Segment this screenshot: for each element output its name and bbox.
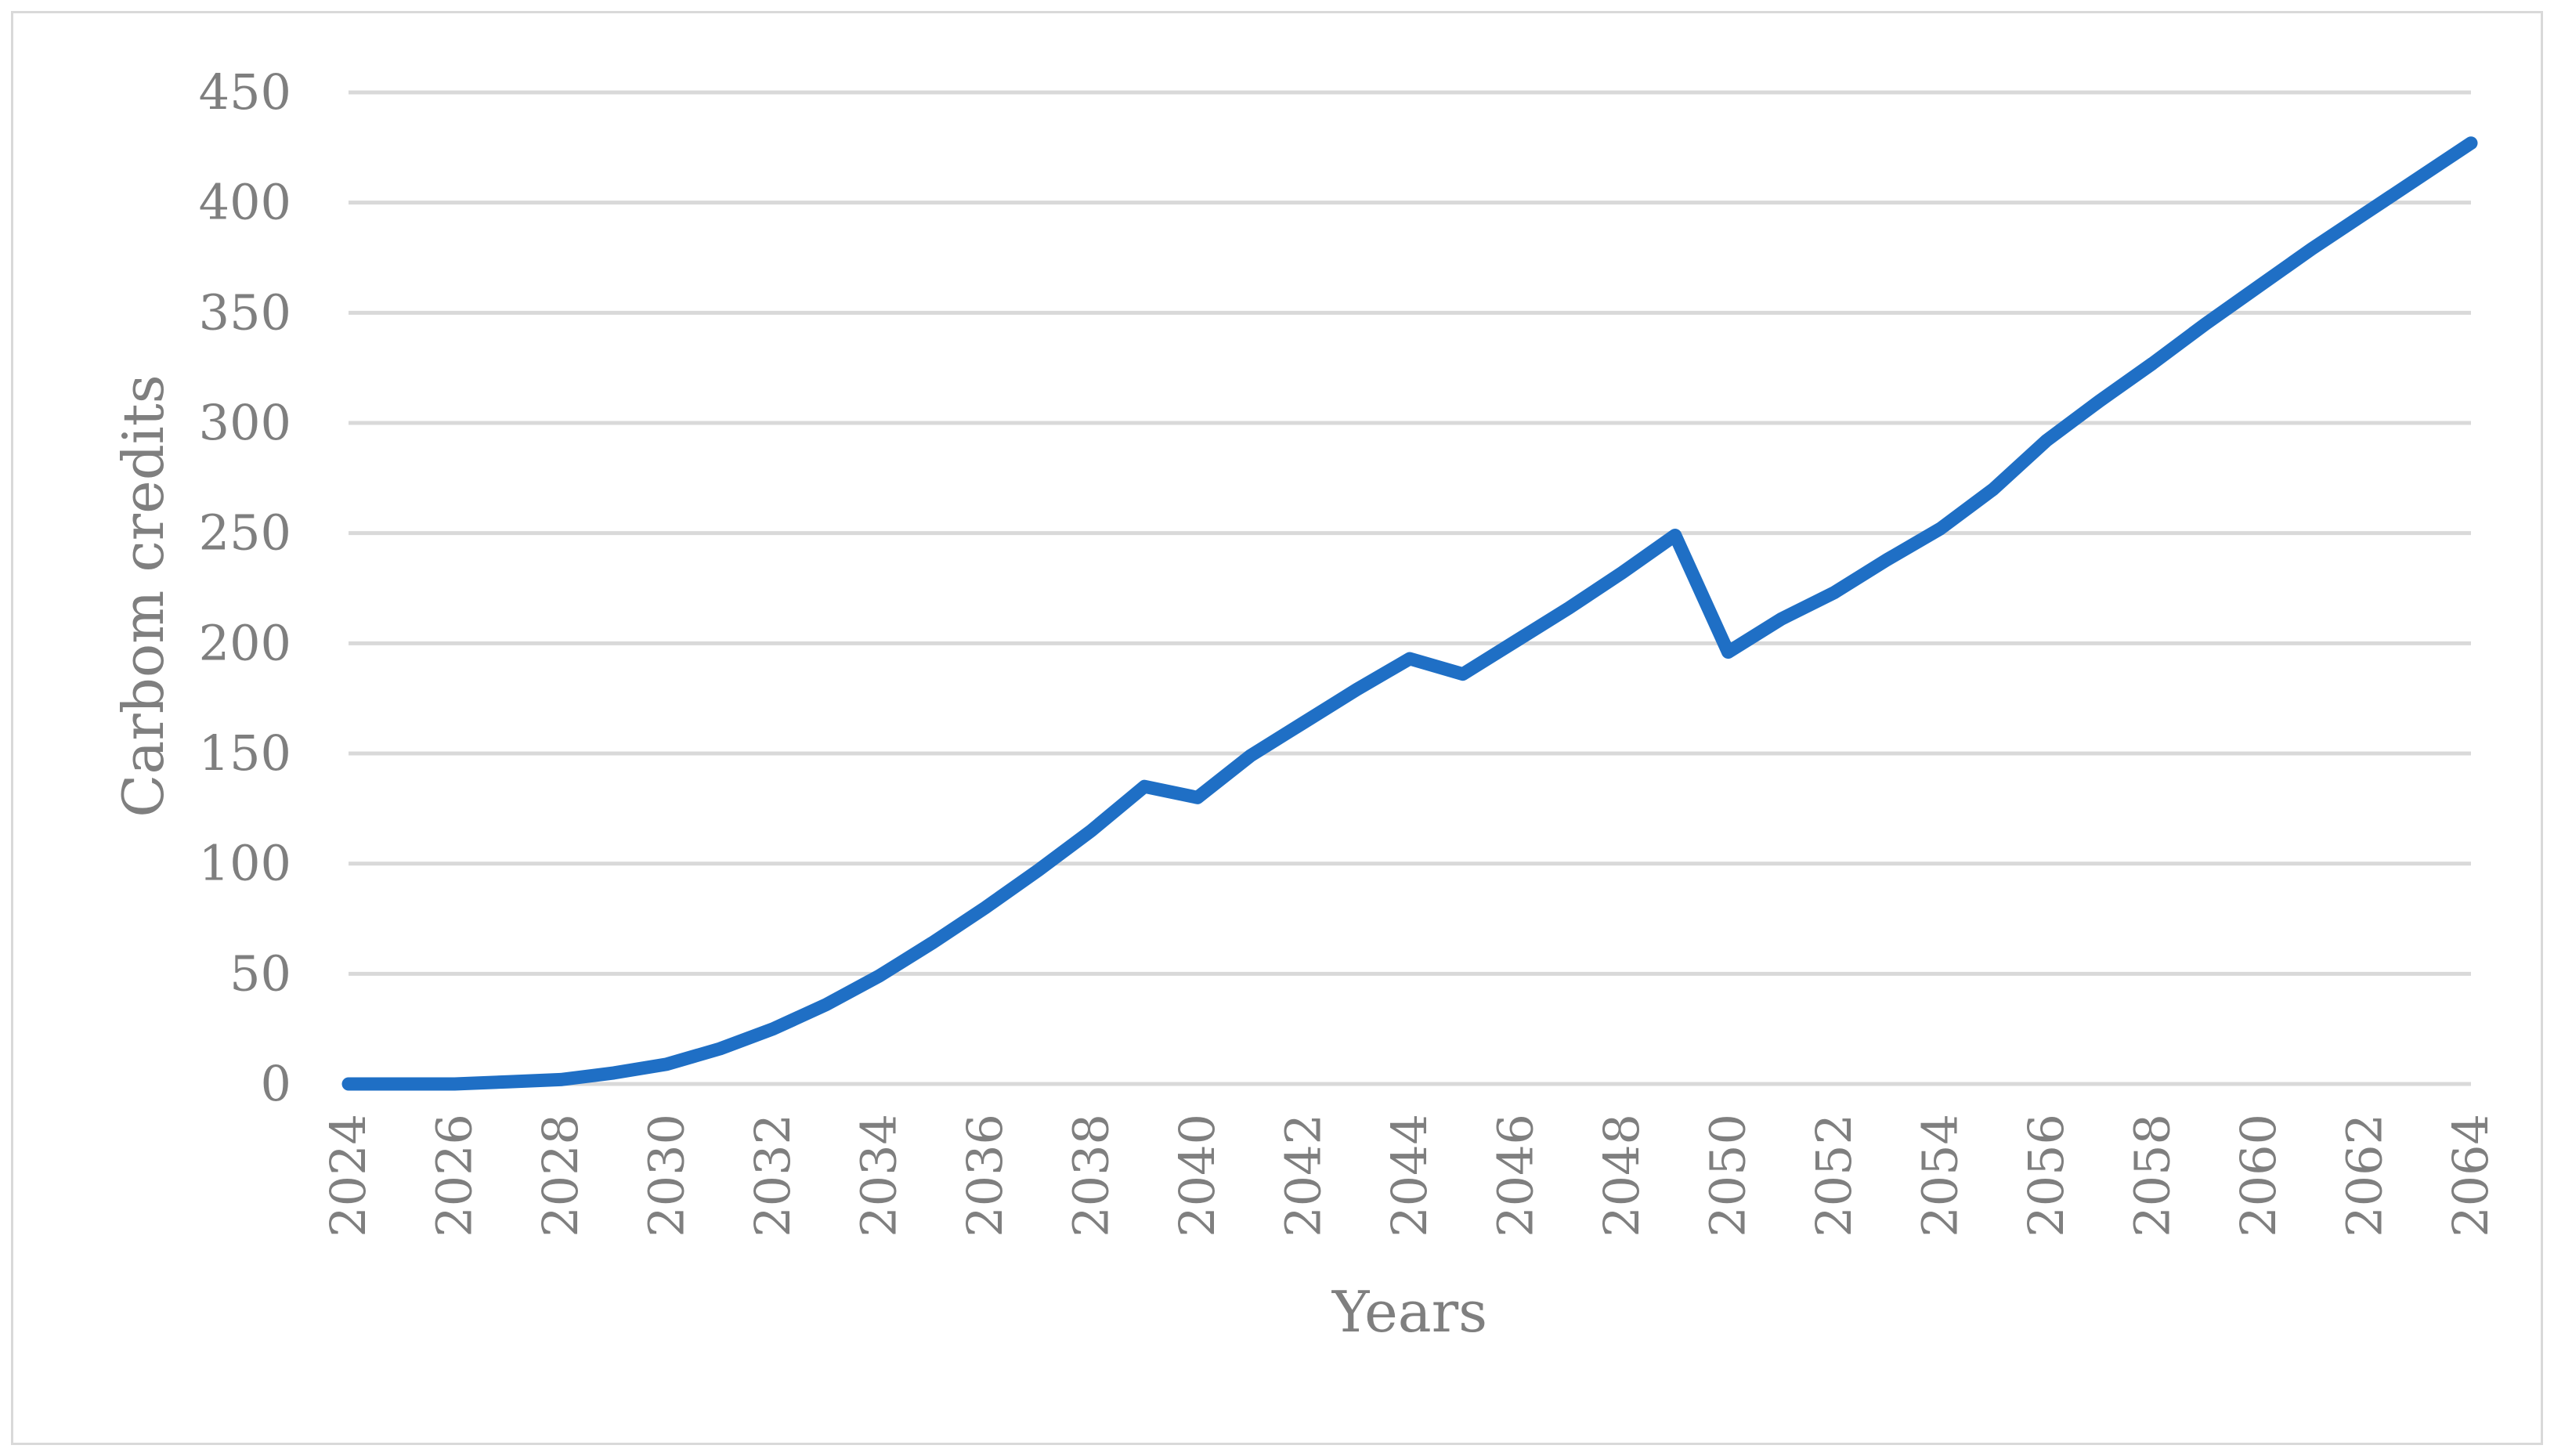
x-tick-label: 2030 [638,1114,695,1237]
data-point [1038,869,1039,871]
y-axis-title: Carbom credits [110,374,176,817]
x-tick-label: 2062 [2336,1114,2393,1237]
data-point [1515,641,1517,642]
data-point [2046,440,2047,442]
data-point [666,1064,668,1065]
data-point [984,907,986,909]
x-tick-label: 2024 [320,1114,377,1237]
data-point [1992,488,1994,490]
data-point [1940,528,1942,529]
y-tick-label: 400 [199,174,291,231]
x-tick-label: 2056 [2018,1114,2075,1237]
data-point [2258,286,2260,287]
series-line [341,136,2478,1091]
data-point [2152,363,2154,364]
data-point [1250,755,1252,757]
data-point [613,1072,615,1074]
x-tick-label: 2064 [2442,1114,2499,1237]
data-point [1728,652,1729,653]
data-point [1303,722,1305,724]
data-point [1462,674,1464,675]
data-point [1887,558,1888,560]
data-point [2470,143,2472,144]
data-point [1780,618,1782,620]
y-tick-label: 450 [199,63,291,121]
gridlines [349,90,2471,976]
x-tick-label: 2044 [1381,1114,1438,1237]
x-tick-label: 2046 [1487,1114,1544,1237]
data-point [560,1078,562,1080]
x-tick-label: 2034 [851,1114,908,1237]
x-tick-label: 2054 [1912,1114,1969,1237]
data-point [401,1083,403,1085]
y-axis: 0 50 100 150 200 250 300 350 400 450 [199,63,291,1112]
y-tick-label: 150 [199,724,291,782]
y-tick-label: 250 [199,504,291,562]
x-tick-label: 2028 [532,1114,589,1237]
x-tick-label: 2026 [426,1114,483,1237]
x-tick-label: 2050 [1700,1114,1757,1237]
data-point [879,975,880,977]
y-tick-label: 100 [199,835,291,892]
data-point [1197,797,1198,798]
data-point [507,1081,508,1082]
y-tick-label: 200 [199,614,291,671]
data-point [825,1004,827,1006]
data-point [719,1048,721,1050]
data-point [931,942,933,944]
data-point [2311,248,2313,250]
data-point [1356,688,1357,690]
data-point [1674,534,1676,536]
data-point [2417,178,2419,179]
y-tick-label: 50 [229,945,291,1002]
x-tick-label: 2032 [744,1114,801,1237]
x-tick-label: 2058 [2124,1114,2181,1237]
y-tick-label: 0 [261,1055,291,1112]
y-tick-label: 300 [199,394,291,451]
x-axis-ticks: 2024 2026 2028 2030 2032 2034 2036 2038 2040 2042… [320,1114,2499,1237]
data-point [1568,607,1570,609]
data-point [1143,786,1145,787]
data-point [2099,400,2101,402]
data-point [1833,592,1835,594]
data-point [348,1083,349,1085]
x-tick-label: 2060 [2230,1114,2287,1237]
x-tick-label: 2036 [956,1114,1013,1237]
x-axis-title: Years [1331,1279,1487,1345]
data-point [2364,213,2366,215]
data-point [772,1028,774,1030]
data-point [454,1083,456,1085]
series-layer [341,136,2478,1091]
y-tick-label: 350 [199,284,291,341]
data-point [1091,829,1093,831]
chart-frame [11,11,2543,1445]
x-tick-label: 2052 [1805,1114,1862,1237]
data-point [1621,572,1623,573]
x-tick-label: 2042 [1275,1114,1332,1237]
data-point [2205,323,2206,324]
data-point [1409,658,1411,659]
x-tick-label: 2040 [1169,1114,1226,1237]
x-tick-label: 2048 [1593,1114,1650,1237]
x-tick-label: 2038 [1063,1114,1120,1237]
